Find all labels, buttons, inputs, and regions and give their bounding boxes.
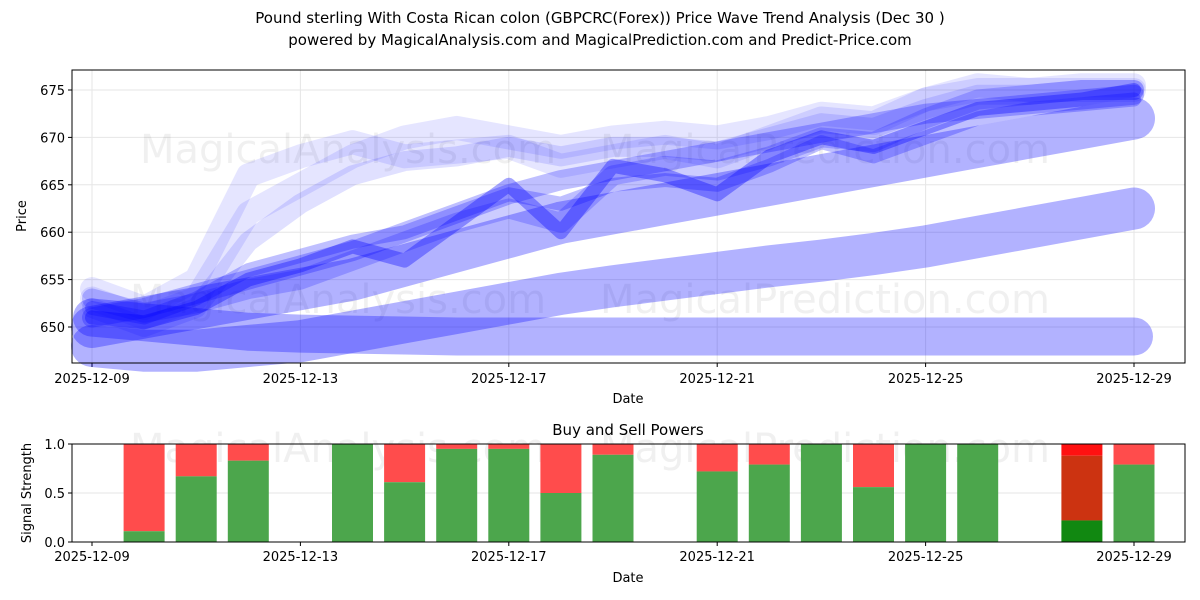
y-tick-label: 655 (40, 274, 65, 289)
watermark: MagicalAnalysis.com (130, 277, 546, 323)
series-wave-fat-lower (73, 298, 1153, 356)
x-tick-label: 2025-12-21 (679, 550, 755, 565)
series-wave-light-3 (82, 80, 1144, 337)
buy-bar (696, 471, 738, 542)
buy-bar (957, 444, 999, 542)
x-tick-label: 2025-12-29 (1096, 550, 1172, 565)
buy-bar (1113, 464, 1155, 542)
x-tick-label: 2025-12-13 (263, 550, 339, 565)
chart-subtitle: powered by MagicalAnalysis.com and Magic… (288, 31, 912, 49)
x-tick-label: 2025-12-29 (1096, 372, 1172, 387)
sell-bar (488, 444, 530, 449)
x-axis-label: Date (612, 392, 643, 407)
buy-bar (853, 487, 894, 542)
watermark: MagicalPrediction.com (600, 127, 1050, 173)
x-tick-label: 2025-12-09 (54, 550, 130, 565)
sell-bar (853, 444, 894, 488)
y-tick-label: 660 (40, 226, 65, 241)
series-wave-3 (82, 80, 1144, 323)
y-tick-label: 0.5 (44, 487, 65, 502)
x-tick-label: 2025-12-13 (263, 372, 339, 387)
x-tick-label: 2025-12-09 (54, 372, 130, 387)
sell-bar (540, 444, 582, 493)
series-wave-light-2 (80, 73, 1146, 330)
x-tick-label: 2025-12-25 (888, 550, 964, 565)
bar-chart-title: Buy and Sell Powers (552, 421, 704, 439)
sell-bar-dark (1061, 455, 1103, 521)
y-tick-label: 670 (40, 131, 65, 146)
y-tick-label: 650 (40, 321, 65, 336)
series-wave-fat-mid (71, 187, 1155, 372)
x-tick-label: 2025-12-25 (888, 372, 964, 387)
series-wave-light-1 (80, 73, 1146, 321)
series-wave-trend-1 (82, 84, 1144, 328)
x-tick-label: 2025-12-17 (471, 550, 547, 565)
sell-bar (123, 444, 165, 532)
sell-bar (384, 444, 426, 483)
chart-title: Pound sterling With Costa Rican colon (G… (255, 9, 945, 27)
sell-bar (696, 444, 738, 472)
buy-bar (540, 493, 582, 542)
y-tick-label: 1.0 (44, 438, 65, 453)
y-tick-label: 675 (40, 84, 65, 99)
axes-frame (71, 443, 1186, 543)
buy-bar (488, 448, 530, 542)
buy-bar (905, 444, 947, 542)
buy-bar (227, 460, 269, 542)
sell-bar (748, 444, 790, 465)
watermark: MagicalPrediction.com (600, 277, 1050, 323)
series-wave-fat-upper (71, 97, 1155, 348)
buy-bar (175, 476, 217, 542)
buy-bar (748, 464, 790, 542)
y-tick-label: 0.0 (44, 536, 65, 551)
x-tick-label: 2025-12-21 (679, 372, 755, 387)
series-wave-main (85, 83, 1141, 330)
x-axis-label: Date (612, 571, 643, 586)
watermark: MagicalAnalysis.com (140, 127, 556, 173)
buy-bar (123, 531, 165, 542)
y-axis-label: Signal Strength (20, 443, 35, 543)
axes-frame (71, 69, 1186, 364)
sell-bar (436, 444, 478, 449)
buy-bar (592, 454, 634, 542)
sell-bar (592, 444, 634, 455)
sell-bar (1061, 444, 1103, 456)
sell-bar (1113, 444, 1155, 465)
buy-bar (800, 444, 842, 542)
x-tick-label: 2025-12-17 (471, 372, 547, 387)
series-wave-2 (85, 92, 1141, 325)
sell-bar (175, 444, 217, 477)
y-tick-label: 665 (40, 179, 65, 194)
y-axis-label: Price (15, 200, 30, 232)
sell-bar (227, 444, 269, 461)
buy-bar (332, 444, 373, 542)
buy-bar (436, 448, 478, 542)
buy-bar (1061, 520, 1103, 542)
buy-bar (384, 482, 426, 542)
